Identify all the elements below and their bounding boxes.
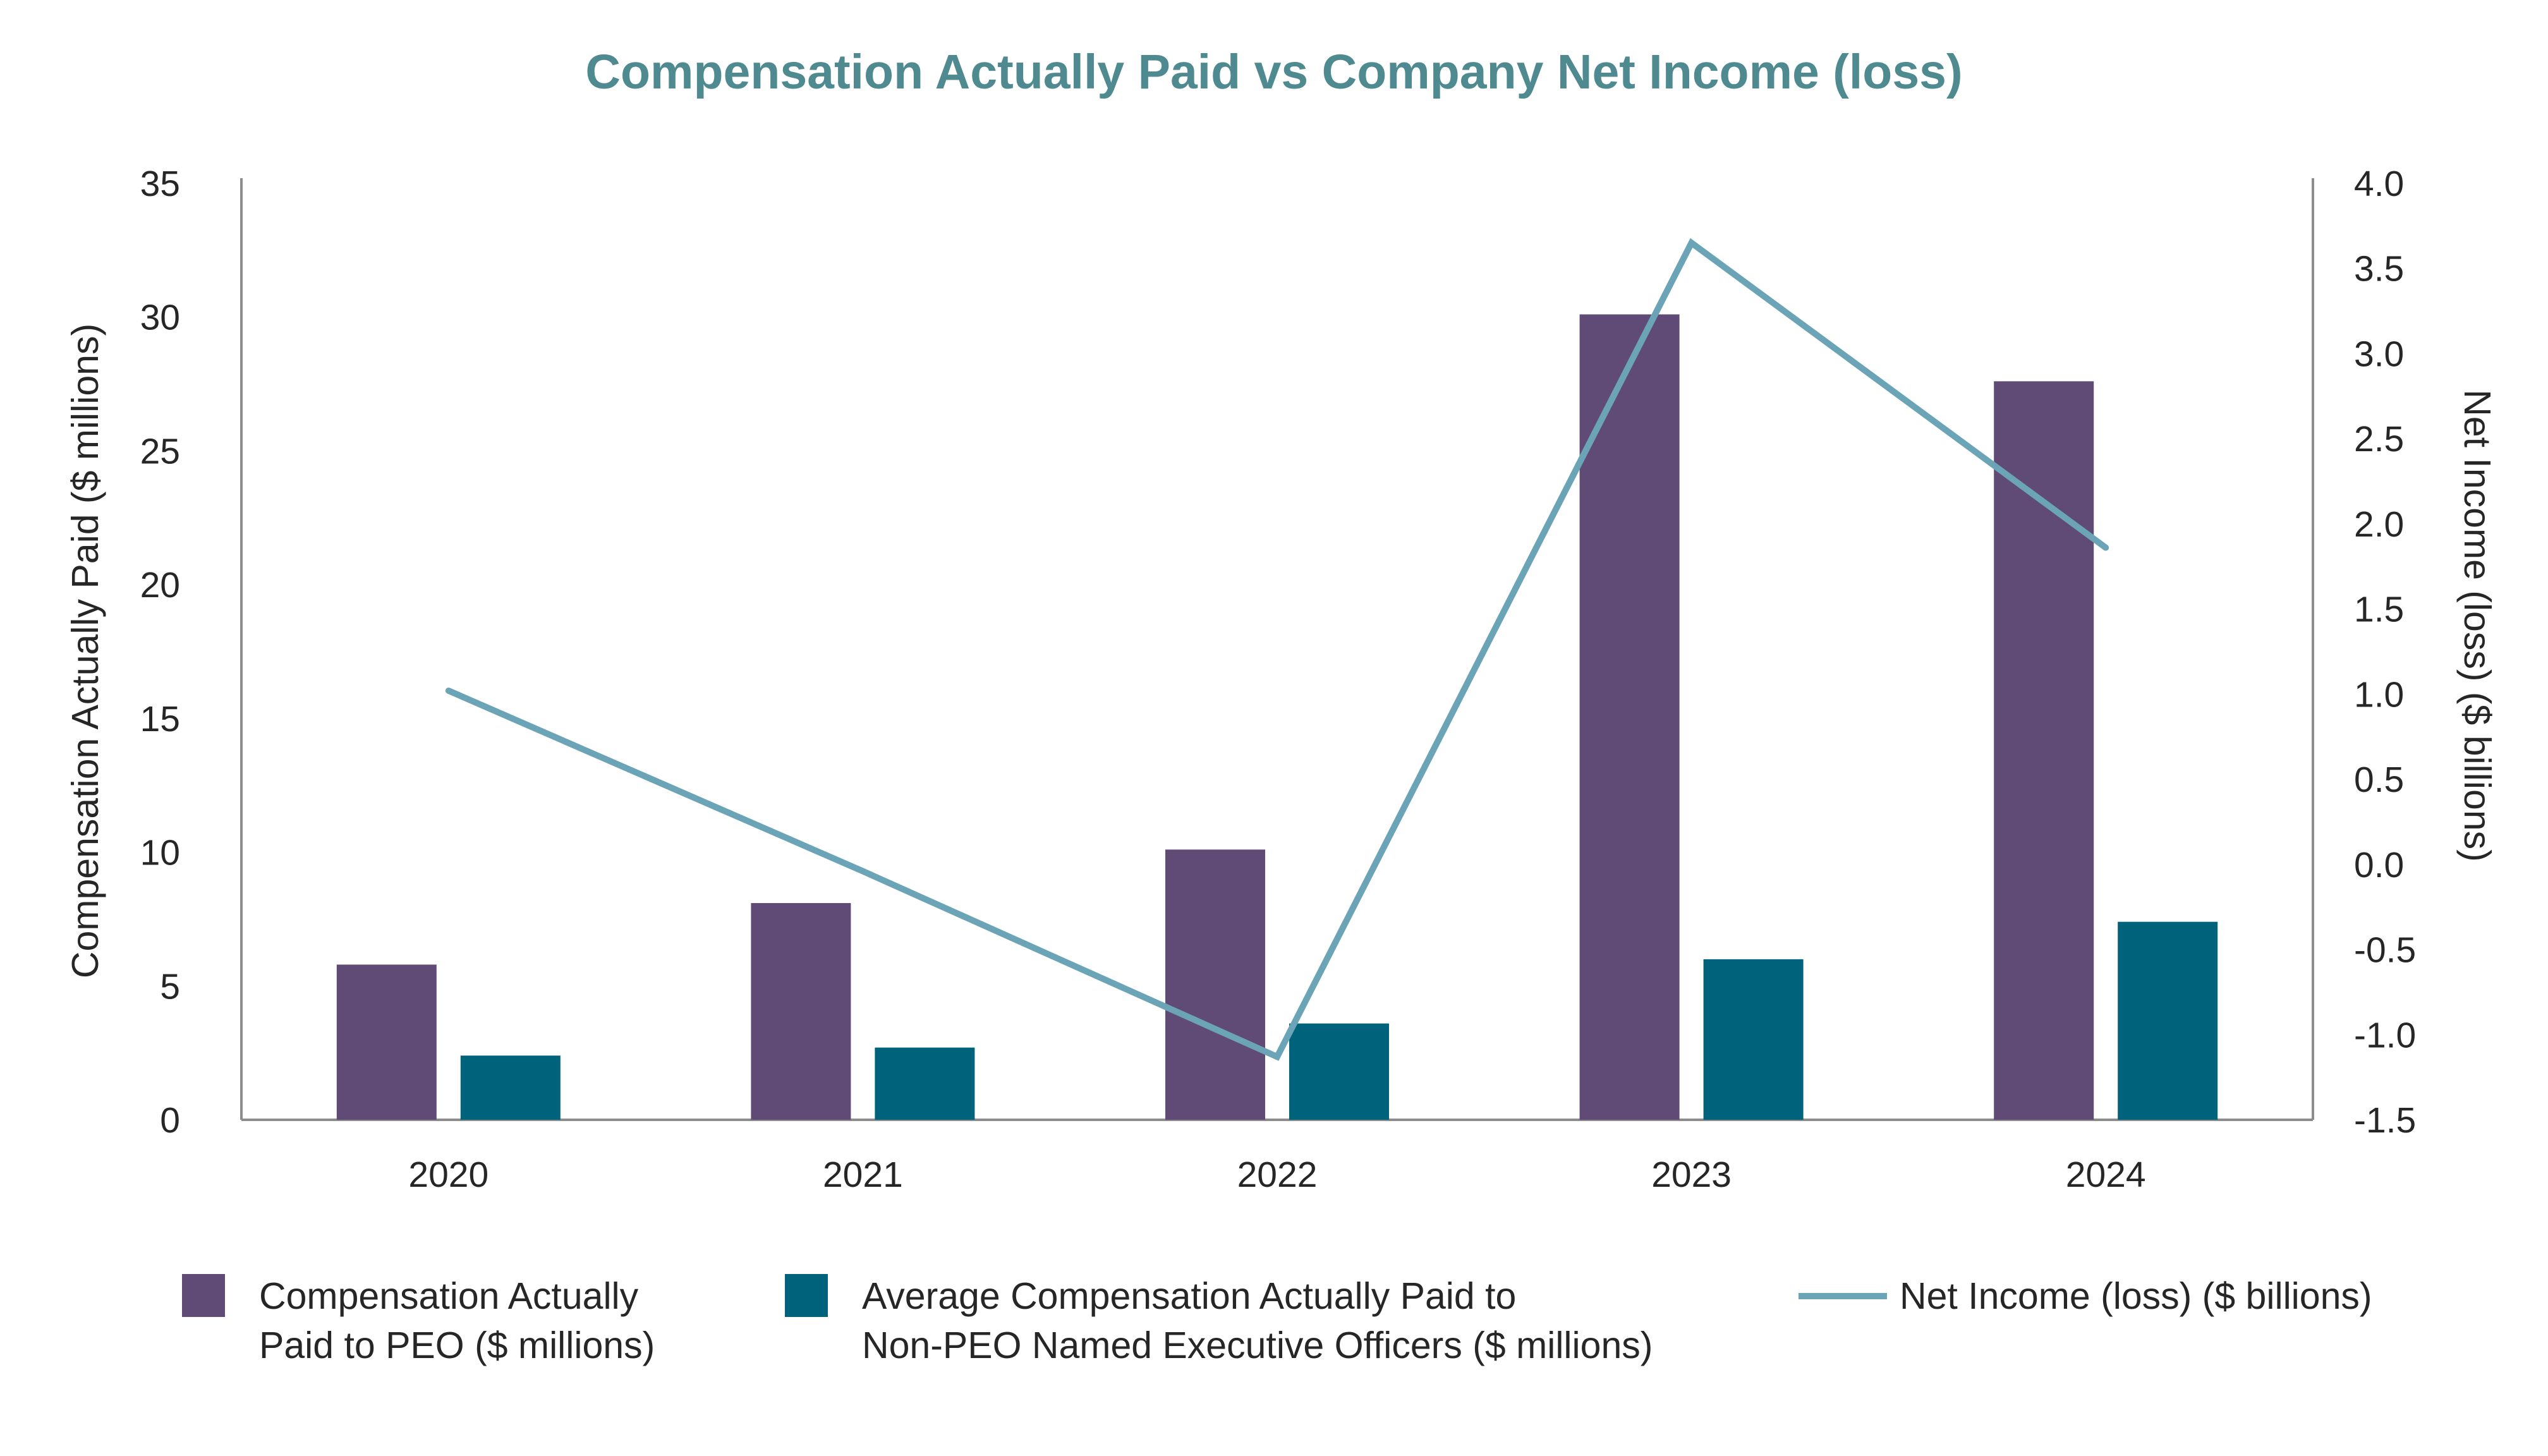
y2-tick-label: 3.5 [2354,249,2404,289]
bar-non-peo [1289,1023,1389,1120]
y2-tick-label: 1.5 [2354,590,2404,630]
y2-tick-label: 0.0 [2354,845,2404,885]
legend-swatch-non-peo [785,1274,828,1317]
plot-area: 0 5 10 15 20 25 30 35 -1.5 -1.0 -0.5 0.0 0.5 1.0 1.5 2.… [140,164,2417,1195]
legend: Compensation Actually Paid to PEO ($ mil… [0,1271,2548,1398]
bar-non-peo [460,1055,561,1120]
y2-tick-label: 0.5 [2354,760,2404,800]
net-income-point [445,687,452,694]
bar-non-peo [2118,921,2218,1120]
y2-tick-label: -1.5 [2354,1100,2416,1141]
bar-peo [336,964,437,1120]
legend-item-net-income: Net Income (loss) ($ billions) [1799,1271,2372,1321]
y-tick-label: 15 [140,699,180,739]
legend-label-peo: Compensation Actually Paid to PEO ($ mil… [259,1275,655,1366]
x-tick-label: 2024 [2066,1155,2146,1195]
y2-tick-label: 3.0 [2354,334,2404,374]
net-income-point [1274,1053,1280,1060]
bar-non-peo [1703,959,1804,1120]
bar-peo [751,903,851,1120]
legend-line-net-income [1799,1293,1887,1299]
x-tick-label: 2022 [1237,1155,1318,1195]
y-tick-label: 35 [140,164,180,204]
y2-tick-label: -0.5 [2354,930,2416,971]
legend-item-peo: Compensation Actually Paid to PEO ($ mil… [182,1271,655,1370]
net-income-point [1688,240,1695,246]
net-income-point [2102,544,2109,551]
legend-label-net-income: Net Income (loss) ($ billions) [1900,1275,2372,1317]
net-income-point [859,868,866,875]
bar-peo [1165,849,1265,1120]
y-tick-label: 30 [140,298,180,338]
bar-peo [1994,381,2094,1120]
x-tick-label: 2020 [408,1155,488,1195]
legend-swatch-peo [182,1274,225,1317]
y-tick-label: 25 [140,431,180,471]
legend-item-non-peo: Average Compensation Actually Paid to No… [785,1271,1653,1370]
bar-non-peo [875,1047,975,1120]
y2-axis-label: Net Income (loss) ($ billions) [2456,389,2498,862]
bar-peo [1579,314,1680,1120]
y-axis-label: Compensation Actually Paid ($ millions) [64,324,106,978]
y-tick-label: 0 [160,1100,180,1141]
x-tick-label: 2021 [823,1155,903,1195]
y-tick-label: 20 [140,565,180,605]
y2-tick-label: 2.0 [2354,504,2404,545]
x-tick-label: 2023 [1651,1155,1732,1195]
y-tick-label: 5 [160,966,180,1007]
y-tick-label: 10 [140,833,180,873]
chart-title: Compensation Actually Paid vs Company Ne… [585,45,1962,99]
legend-label-non-peo: Average Compensation Actually Paid to No… [862,1275,1653,1366]
y2-tick-label: 1.0 [2354,674,2404,715]
net-income-line [447,238,2108,1061]
y2-tick-label: 4.0 [2354,164,2404,204]
y2-tick-label: 2.5 [2354,419,2404,459]
y2-tick-label: -1.0 [2354,1015,2416,1055]
